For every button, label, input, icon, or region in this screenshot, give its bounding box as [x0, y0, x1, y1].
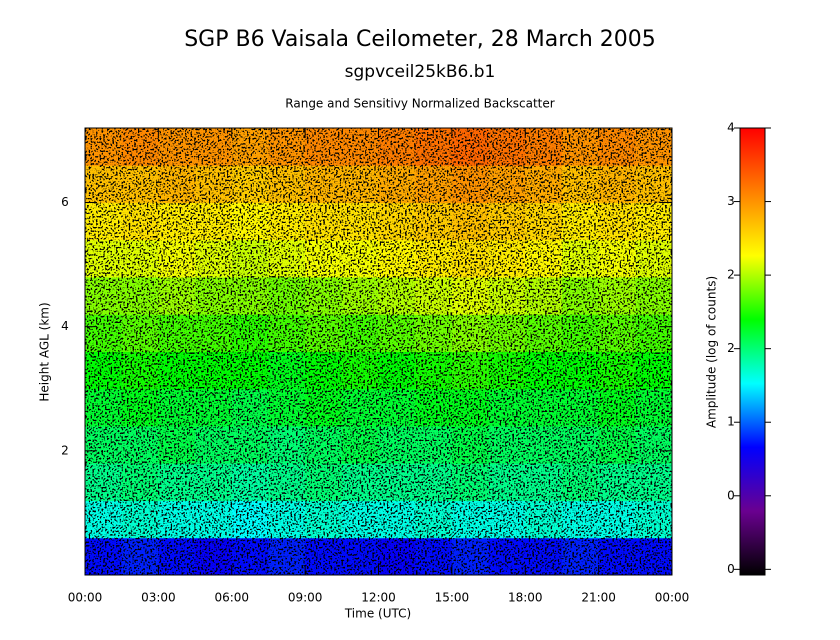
colorbar-tick-label: 2 [727, 341, 735, 355]
chart-title: SGP B6 Vaisala Ceilometer, 28 March 2005 [184, 27, 656, 52]
colorbar-tick-label: 4 [727, 121, 735, 135]
x-tick-label: 21:00 [581, 591, 616, 605]
plot-title: Range and Sensitivy Normalized Backscatt… [285, 97, 554, 111]
x-tick-label: 03:00 [141, 591, 176, 605]
x-tick-label: 15:00 [435, 591, 470, 605]
x-axis-label: Time (UTC) [344, 607, 411, 621]
y-axis-label: Height AGL (km) [38, 302, 52, 401]
colorbar-tick-label: 2 [727, 268, 735, 282]
colorbar-tick-label: 0 [727, 562, 735, 576]
x-tick-label: 12:00 [361, 591, 396, 605]
x-tick-label: 00:00 [68, 591, 103, 605]
y-tick-label: 4 [61, 319, 69, 333]
x-tick-label: 18:00 [508, 591, 543, 605]
colorbar-tick-label: 3 [727, 194, 735, 208]
chart-subtitle: sgpvceil25kB6.b1 [345, 62, 496, 82]
y-tick-label: 6 [61, 195, 69, 209]
colorbar-label: Amplitude (log of counts) [705, 276, 719, 428]
colorbar-tick-label: 1 [727, 415, 735, 429]
plot-frame [84, 127, 673, 576]
x-tick-label: 09:00 [288, 591, 323, 605]
y-tick-label: 2 [61, 443, 69, 457]
noise-texture [85, 128, 672, 575]
x-tick-label: 06:00 [214, 591, 249, 605]
colorbar-tick-label: 0 [727, 488, 735, 502]
x-tick-label: 00:00 [655, 591, 690, 605]
colorbar [739, 127, 766, 576]
